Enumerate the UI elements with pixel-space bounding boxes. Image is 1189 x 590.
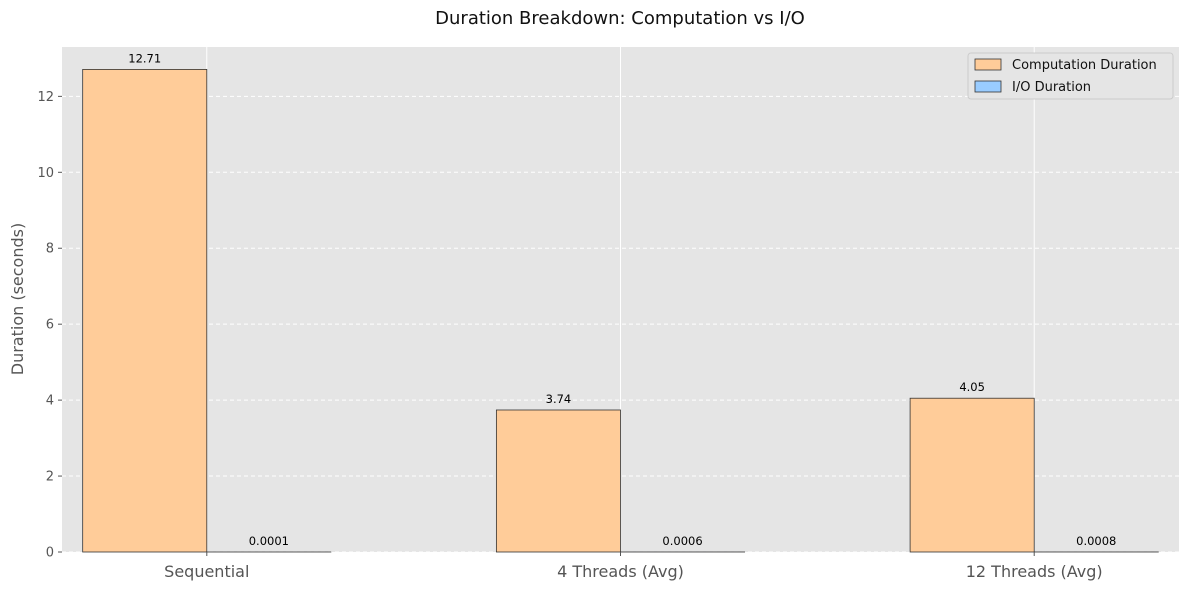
data-label: 12.71: [128, 51, 161, 65]
legend-label: Computation Duration: [1012, 58, 1157, 73]
y-tick-label: 0: [46, 546, 54, 561]
y-axis-label: Duration (seconds): [8, 223, 27, 375]
legend-box: [967, 52, 1174, 100]
bar-computation: [909, 397, 1035, 553]
bar-computation: [82, 69, 208, 553]
bars: [82, 69, 1159, 553]
data-labels: 12.71 3.74 4.05 0.0001 0.0006 0.0008: [128, 51, 1116, 548]
legend-swatch: [974, 80, 1002, 93]
x-axis: Sequential 4 Threads (Avg) 12 Threads (Avg…: [164, 552, 1103, 581]
data-label: 4.05: [959, 380, 985, 394]
y-tick-label: 10: [37, 166, 54, 181]
bar-computation: [495, 409, 621, 553]
x-tick-label: 4 Threads (Avg): [557, 562, 684, 581]
x-tick-label: 12 Threads (Avg): [966, 562, 1103, 581]
data-label: 3.74: [546, 392, 572, 406]
x-tick-label: Sequential: [164, 562, 249, 581]
legend-swatch: [974, 58, 1002, 71]
y-tick-label: 6: [46, 318, 54, 333]
y-tick-label: 2: [46, 470, 54, 485]
legend-label: I/O Duration: [1012, 80, 1091, 95]
data-label: 0.0006: [662, 534, 702, 548]
y-tick-label: 4: [46, 394, 54, 409]
chart-title: Duration Breakdown: Computation vs I/O: [435, 8, 805, 29]
y-tick-label: 12: [37, 90, 54, 105]
data-label: 0.0001: [249, 534, 289, 548]
y-axis: 0 2 4 6 8 10 12: [37, 90, 62, 561]
legend: Computation Duration I/O Duration: [967, 52, 1174, 100]
data-label: 0.0008: [1076, 534, 1116, 548]
y-tick-label: 8: [46, 242, 54, 257]
